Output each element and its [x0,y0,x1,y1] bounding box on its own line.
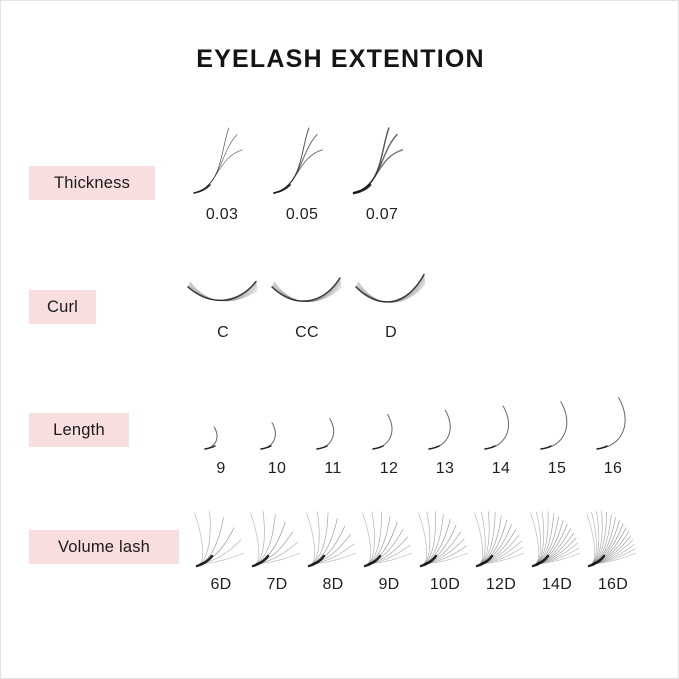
cell-volume-10D: 10D [417,506,473,593]
caption-volume: 9D [378,576,400,593]
cell-length-15: 15 [529,393,585,477]
caption-volume: 6D [210,576,232,593]
caption-length: 16 [603,460,623,477]
length-lash-art [372,413,393,450]
curl-lash-art [355,273,426,303]
volume-lash-art [362,511,412,568]
cell-curl-D: D [352,273,430,341]
length-lash-art [204,426,218,450]
row-cells-thickness: 0.03 0.05 0.07 [186,121,418,223]
curl-lash-art [187,280,258,302]
length-lash-art [428,409,451,450]
length-lash-art [484,405,510,450]
caption-volume: 8D [322,576,344,593]
length-lash-art [260,422,276,450]
caption-length: 12 [379,460,399,477]
cell-thickness-0-03: 0.03 [186,121,258,223]
cell-volume-6D: 6D [193,506,249,593]
caption-curl: D [385,324,397,341]
caption-volume: 14D [541,576,573,593]
caption-volume: 12D [485,576,517,593]
thickness-lash-art [273,127,323,194]
row-label-length-text: Length [53,420,105,439]
length-lash-art [596,397,626,450]
cell-volume-14D: 14D [529,506,585,593]
caption-curl: CC [295,324,319,341]
cell-thickness-0-05: 0.05 [266,121,338,223]
row-label-length: Length [29,413,129,447]
row-curl: Curl C CC D [1,273,678,353]
row-length: Length 9 10 11 12 13 14 15 16 [1,393,678,483]
caption-thickness: 0.05 [285,206,319,223]
thickness-lash-art [193,127,243,194]
caption-length: 14 [491,460,511,477]
caption-length: 10 [267,460,287,477]
cell-volume-9D: 9D [361,506,417,593]
caption-volume: 10D [429,576,461,593]
row-cells-curl: C CC D [184,273,430,341]
row-cells-length: 9 10 11 12 13 14 15 16 [193,393,641,477]
volume-lash-art [250,511,300,568]
row-thickness: Thickness 0.03 0.05 0.07 [1,121,678,236]
cell-length-16: 16 [585,393,641,477]
volume-lash-art [306,511,356,568]
curl-lash-art [271,277,342,303]
volume-lash-art [586,511,636,568]
caption-curl: C [217,324,229,341]
cell-thickness-0-07: 0.07 [346,121,418,223]
caption-length: 15 [547,460,567,477]
volume-lash-art [194,511,244,568]
caption-length: 11 [324,460,342,477]
cell-volume-7D: 7D [249,506,305,593]
row-label-curl: Curl [29,290,96,324]
page-title: EYELASH EXTENTION [196,45,485,73]
cell-length-14: 14 [473,393,529,477]
volume-lash-art [418,511,468,568]
caption-volume: 7D [266,576,288,593]
volume-lash-art [530,511,580,568]
cell-length-12: 12 [361,393,417,477]
caption-thickness: 0.03 [205,206,239,223]
length-lash-art [540,401,568,450]
length-lash-art [316,418,335,450]
volume-lash-art [474,511,524,568]
caption-thickness: 0.07 [365,206,399,223]
row-volume: Volume lash 6D 7D 8D 9D 10D 12D 14D 16D [1,506,678,606]
row-label-curl-text: Curl [46,297,79,316]
row-label-thickness-text: Thickness [53,173,131,192]
cell-length-11: 11 [305,393,361,477]
cell-length-9: 9 [193,393,249,477]
cell-curl-C: C [184,273,262,341]
cell-length-10: 10 [249,393,305,477]
cell-volume-8D: 8D [305,506,361,593]
row-label-thickness: Thickness [29,166,155,200]
cell-volume-12D: 12D [473,506,529,593]
caption-length: 9 [216,460,226,477]
row-label-volume: Volume lash [29,530,179,564]
row-label-volume-text: Volume lash [57,537,151,556]
row-cells-volume: 6D 7D 8D 9D 10D 12D 14D 16D [193,506,641,593]
cell-curl-CC: CC [268,273,346,341]
cell-volume-16D: 16D [585,506,641,593]
thickness-lash-art [352,127,404,195]
cell-length-13: 13 [417,393,473,477]
caption-length: 13 [435,460,455,477]
caption-volume: 16D [597,576,629,593]
